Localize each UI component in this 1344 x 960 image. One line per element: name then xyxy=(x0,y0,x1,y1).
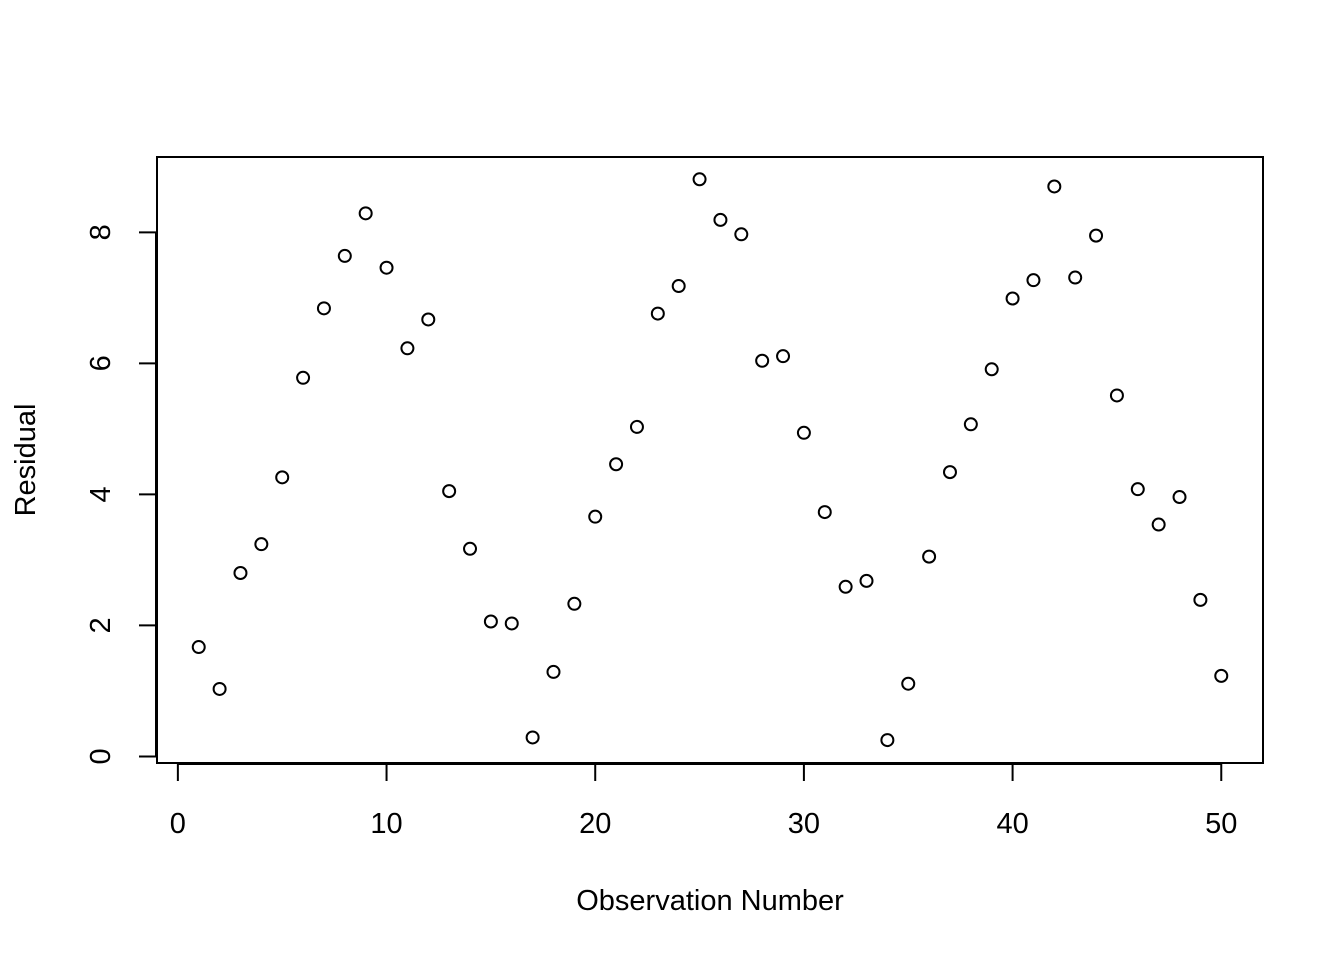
data-point xyxy=(275,470,290,485)
data-point xyxy=(692,172,707,187)
x-tick-label: 10 xyxy=(370,808,402,840)
data-point xyxy=(442,484,457,499)
data-point xyxy=(796,425,811,440)
y-axis-title: Residual xyxy=(10,404,42,517)
data-point xyxy=(629,419,644,434)
data-point xyxy=(1172,490,1187,505)
y-tick-label: 0 xyxy=(85,748,117,764)
x-tick-label: 0 xyxy=(170,808,186,840)
data-point xyxy=(1193,592,1208,607)
data-point xyxy=(400,341,415,356)
x-tick-label: 20 xyxy=(579,808,611,840)
data-point xyxy=(880,733,895,748)
data-point xyxy=(567,596,582,611)
y-tick-label: 4 xyxy=(85,486,117,502)
data-point xyxy=(838,579,853,594)
data-point xyxy=(463,541,478,556)
data-point xyxy=(483,614,498,629)
data-point xyxy=(1214,668,1229,683)
data-point xyxy=(755,353,770,368)
data-point xyxy=(588,509,603,524)
x-tick-label: 50 xyxy=(1205,808,1237,840)
data-point xyxy=(776,349,791,364)
y-tick-label: 8 xyxy=(85,224,117,240)
data-point xyxy=(504,616,519,631)
data-point xyxy=(1068,270,1083,285)
data-point xyxy=(421,312,436,327)
data-point xyxy=(1130,482,1145,497)
x-tick-label: 40 xyxy=(996,808,1028,840)
y-axis: 0 2 4 6 8 xyxy=(85,224,157,765)
data-point xyxy=(1109,388,1124,403)
y-tick-label: 6 xyxy=(85,355,117,371)
data-point xyxy=(963,417,978,432)
data-point xyxy=(922,549,937,564)
data-point xyxy=(671,279,686,294)
x-axis-title: Observation Number xyxy=(576,885,844,917)
data-point xyxy=(984,362,999,377)
data-point xyxy=(817,505,832,520)
data-point xyxy=(337,248,352,263)
data-point xyxy=(212,681,227,696)
data-point xyxy=(650,306,665,321)
data-point xyxy=(358,206,373,221)
data-point xyxy=(713,212,728,227)
data-points xyxy=(191,172,1229,748)
x-tick-label: 30 xyxy=(788,808,820,840)
data-point xyxy=(942,465,957,480)
data-point xyxy=(1151,517,1166,532)
data-point xyxy=(901,676,916,691)
x-axis: 0 10 20 30 40 50 xyxy=(170,763,1237,840)
data-point xyxy=(254,537,269,552)
data-point xyxy=(1047,179,1062,194)
y-tick-label: 2 xyxy=(85,617,117,633)
data-point xyxy=(859,573,874,588)
data-point xyxy=(233,566,248,581)
data-point xyxy=(734,227,749,242)
data-point xyxy=(191,640,206,655)
plot-frame xyxy=(156,156,1264,764)
data-point xyxy=(379,260,394,275)
data-point xyxy=(316,301,331,316)
data-point xyxy=(546,664,561,679)
data-point xyxy=(1089,228,1104,243)
data-point xyxy=(609,457,624,472)
data-point xyxy=(1026,273,1041,288)
data-point xyxy=(525,730,540,745)
data-point xyxy=(296,370,311,385)
data-point xyxy=(1005,291,1020,306)
